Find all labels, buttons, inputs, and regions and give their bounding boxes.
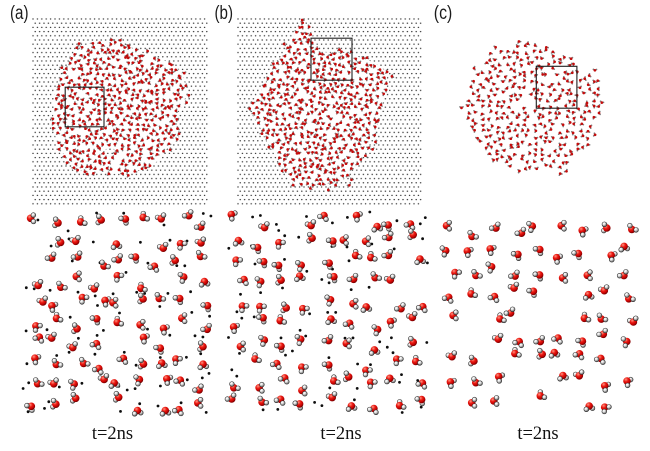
svg-text:(a): (a) (10, 3, 29, 24)
svg-text:(b): (b) (215, 3, 234, 24)
svg-text:(c): (c) (434, 3, 453, 24)
svg-text:t=2ns: t=2ns (517, 424, 558, 444)
svg-text:t=2ns: t=2ns (92, 424, 133, 444)
svg-text:t=2ns: t=2ns (320, 424, 361, 444)
